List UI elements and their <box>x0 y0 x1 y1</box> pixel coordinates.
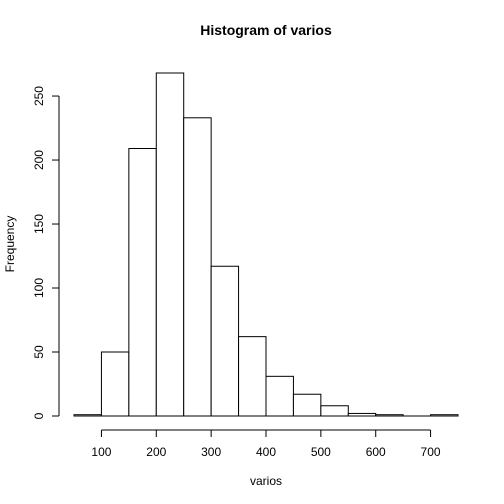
chart-title: Histogram of varios <box>200 22 332 38</box>
histogram-bar-450-500 <box>292 393 322 417</box>
histogram-bar-600-650 <box>375 414 404 417</box>
histogram-bar-200-250 <box>155 72 185 417</box>
histogram-bar-50-100 <box>73 414 102 417</box>
y-axis-label: Frequency <box>3 216 17 273</box>
y-tick-label: 50 <box>32 345 46 359</box>
y-tick-label: 100 <box>32 278 46 298</box>
x-tick-label: 600 <box>366 445 386 459</box>
x-axis: 100 200 300 400 500 600 700 <box>91 429 441 459</box>
x-tick-label: 300 <box>201 445 221 459</box>
histogram-bar-700-750 <box>430 414 459 417</box>
x-tick-label: 100 <box>91 445 111 459</box>
y-tick-label: 200 <box>32 150 46 170</box>
histogram-bar-100-150 <box>100 351 130 417</box>
histogram-bar-250-300 <box>183 117 212 417</box>
x-tick-label: 700 <box>421 445 441 459</box>
x-tick-label: 400 <box>256 445 276 459</box>
histogram-bar-350-400 <box>238 336 267 417</box>
y-axis: 0 50 100 150 200 250 <box>32 86 60 419</box>
x-tick-label: 500 <box>311 445 331 459</box>
histogram-bars <box>73 72 459 417</box>
y-tick-label: 0 <box>32 412 46 419</box>
histogram-bar-400-450 <box>265 375 294 417</box>
x-axis-label: varios <box>250 474 282 488</box>
histogram-bar-150-200 <box>128 148 157 417</box>
x-tick-label: 200 <box>146 445 166 459</box>
y-tick-label: 150 <box>32 214 46 234</box>
histogram-bar-500-550 <box>320 405 349 417</box>
histogram-bar-300-350 <box>210 265 240 417</box>
histogram-bar-550-600 <box>347 412 377 417</box>
y-tick-label: 250 <box>32 86 46 106</box>
